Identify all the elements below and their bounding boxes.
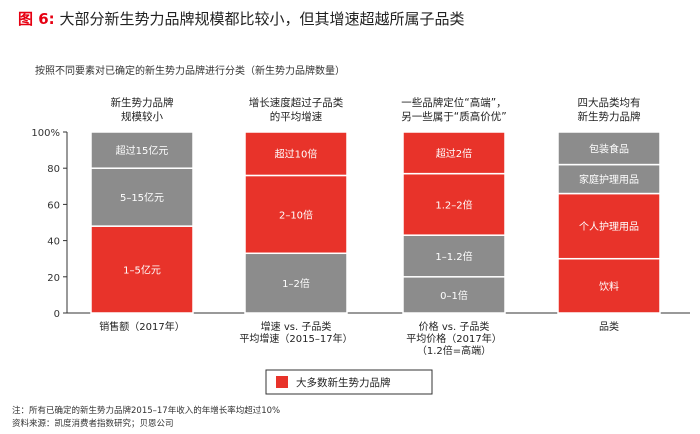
column-header: 另一些属于“质高价优” <box>401 110 506 123</box>
x-label: （1.2倍=高端） <box>417 344 491 357</box>
bar-segment <box>557 163 661 195</box>
column-header: 四大品类均有 <box>578 96 641 109</box>
x-label: 价格 vs. 子品类 <box>419 320 490 333</box>
column-header: 一些品牌定位“高端”， <box>401 96 506 109</box>
segment-label: 家庭护理用品 <box>579 173 639 186</box>
bar-segment <box>244 131 348 177</box>
y-tick-label: 0 <box>54 309 60 320</box>
x-label: 品类 <box>599 320 619 333</box>
bar-segment <box>244 174 348 255</box>
y-tick-label: 100% <box>31 128 60 139</box>
segment-label: 2–10倍 <box>279 208 313 221</box>
x-label: 平均增速（2015–17年） <box>239 332 352 345</box>
chart-subtitle: 按照不同要素对已确定的新生势力品牌进行分类（新生势力品牌数量） <box>35 66 345 77</box>
figure-title-text: 大部分新生势力品牌规模都比较小，但其增速超越所属子品类 <box>59 10 465 28</box>
column-header: 规模较小 <box>121 110 163 123</box>
figure-title: 图 6: 大部分新生势力品牌规模都比较小，但其增速超越所属子品类 <box>18 8 464 29</box>
segment-label: 个人护理用品 <box>579 220 639 233</box>
segment-label: 5–15亿元 <box>120 191 164 204</box>
bar-segment <box>402 276 506 314</box>
segment-label: 超过10倍 <box>275 148 318 161</box>
legend-box <box>265 369 433 395</box>
bar-segment <box>557 192 661 260</box>
segment-label: 超过15亿元 <box>116 144 169 157</box>
y-tick-label: 40 <box>47 237 60 248</box>
bar-segment <box>90 225 194 314</box>
column-header: 的平均增速 <box>270 110 323 123</box>
bar-segment <box>557 131 661 166</box>
segment-label: 超过2倍 <box>436 147 472 160</box>
bar-segment <box>402 172 506 236</box>
legend-swatch <box>276 376 288 388</box>
column-header: 新生势力品牌 <box>111 96 174 109</box>
bar-segment <box>244 252 348 314</box>
bar-segment <box>90 167 194 227</box>
bar-segment <box>402 131 506 175</box>
segment-label: 1–5亿元 <box>123 264 161 277</box>
y-tick-label: 20 <box>47 273 60 284</box>
segment-label: 1.2–2倍 <box>435 198 472 211</box>
segment-label: 饮料 <box>599 280 619 293</box>
column-header: 增长速度超过子品类 <box>249 96 344 109</box>
column-header: 新生势力品牌 <box>578 110 641 123</box>
bar-segment <box>90 131 194 169</box>
x-label: 平均价格（2017年） <box>406 332 501 345</box>
footnote: 注：所有已确定的新生势力品牌2015–17年收入的年增长率均超过10% <box>12 406 281 416</box>
figure-number: 图 6: <box>18 10 55 28</box>
x-label: 销售额（2017年） <box>99 320 184 333</box>
y-tick-label: 80 <box>47 164 60 175</box>
segment-label: 1–2倍 <box>282 277 310 290</box>
y-tick-label: 60 <box>47 200 60 211</box>
legend-label: 大多数新生势力品牌 <box>296 376 391 389</box>
segment-label: 包装食品 <box>589 142 629 155</box>
segment-label: 1–1.2倍 <box>435 250 472 263</box>
x-label: 增速 vs. 子品类 <box>261 320 332 333</box>
segment-label: 0–1倍 <box>440 289 468 302</box>
source-note: 资料来源：凯度消费者指数研究；贝恩公司 <box>12 419 174 429</box>
bar-segment <box>557 257 661 314</box>
